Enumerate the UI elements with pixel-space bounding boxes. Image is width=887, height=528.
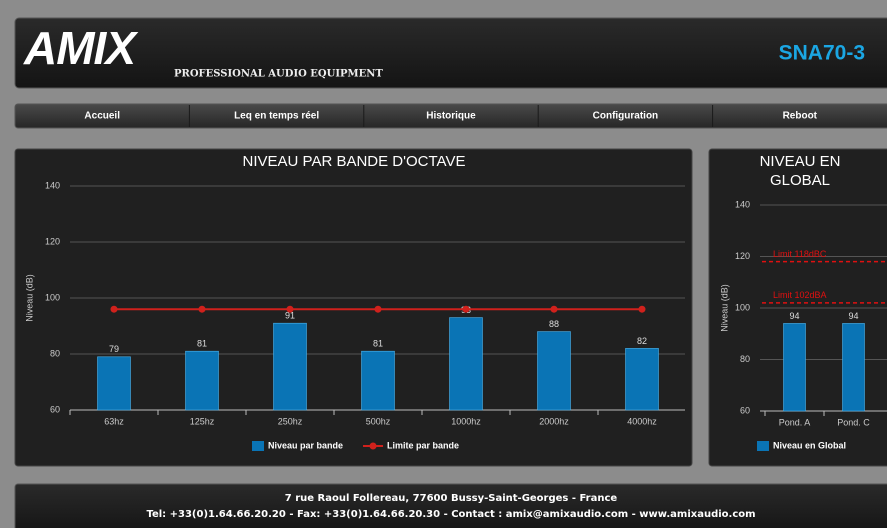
x-tick-label: 250hz <box>278 416 303 426</box>
data-label: 82 <box>637 336 647 346</box>
legend-label: Niveau en Global <box>773 440 846 450</box>
y-tick-label: 120 <box>45 236 60 246</box>
bar <box>783 323 806 412</box>
nav-item: Leq en temps réel <box>234 111 319 122</box>
y-tick-label: 60 <box>50 404 60 414</box>
footer <box>14 483 887 528</box>
bar <box>449 317 483 411</box>
y-axis-label: Niveau (dB) <box>24 274 34 322</box>
y-tick-label: 100 <box>735 302 750 312</box>
x-tick-label: 2000hz <box>539 416 569 426</box>
limit-point <box>374 305 382 313</box>
limit-label: Limit 118dBC <box>773 249 827 259</box>
legend-swatch <box>757 441 769 451</box>
bar <box>537 331 571 411</box>
device-name: SNA70-3 <box>779 42 865 65</box>
y-tick-label: 120 <box>735 251 750 261</box>
footer-line: Tel: +33(0)1.64.66.20.20 - Fax: +33(0)1.… <box>146 509 755 520</box>
legend-swatch <box>252 441 264 451</box>
bar <box>273 322 307 411</box>
x-tick-label: 1000hz <box>451 416 481 426</box>
bar <box>842 323 865 412</box>
logo: AMIX <box>23 22 138 74</box>
nav-bar <box>14 103 887 129</box>
legend-swatch <box>369 442 377 450</box>
data-label: 79 <box>109 344 119 354</box>
limit-point <box>110 305 118 313</box>
tagline: PROFESSIONAL AUDIO EQUIPMENT <box>174 69 383 80</box>
bar <box>625 348 659 411</box>
y-axis-label: Niveau (dB) <box>719 284 729 332</box>
chart-title: NIVEAU PAR BANDE D'OCTAVE <box>243 153 466 170</box>
legend-label: Limite par bande <box>387 440 459 450</box>
data-label: 91 <box>285 311 295 321</box>
chart-title-box: NIVEAU EN GLOBAL <box>759 153 841 189</box>
legend-label: Niveau par bande <box>268 440 343 450</box>
nav-item: Accueil <box>84 111 120 122</box>
x-tick-label: 4000hz <box>627 416 657 426</box>
panel <box>14 148 693 467</box>
x-tick-label: Pond. C <box>837 417 870 427</box>
footer-line: 7 rue Raoul Follereau, 77600 Bussy-Saint… <box>285 493 618 504</box>
bar <box>185 350 219 411</box>
y-tick-label: 140 <box>735 199 750 209</box>
data-label: 94 <box>848 311 858 321</box>
limit-point <box>462 305 470 313</box>
nav-item: Reboot <box>783 111 818 122</box>
y-tick-label: 80 <box>740 354 750 364</box>
bar <box>97 356 131 411</box>
nav-item: Configuration <box>593 111 659 122</box>
nav-item: Historique <box>426 111 476 122</box>
data-label: 88 <box>549 319 559 329</box>
limit-point <box>638 305 646 313</box>
y-tick-label: 100 <box>45 292 60 302</box>
data-label: 94 <box>789 311 799 321</box>
x-tick-label: 125hz <box>190 416 215 426</box>
x-tick-label: 500hz <box>366 416 391 426</box>
x-tick-label: 63hz <box>104 416 124 426</box>
bar <box>361 350 395 411</box>
y-tick-label: 80 <box>50 348 60 358</box>
limit-point <box>286 305 294 313</box>
header <box>14 17 887 89</box>
data-label: 81 <box>373 339 383 349</box>
y-tick-label: 140 <box>45 180 60 190</box>
chart-title: NIVEAU EN GLOBAL <box>759 153 841 189</box>
y-tick-label: 60 <box>740 405 750 415</box>
limit-label: Limit 102dBA <box>773 290 827 300</box>
limit-point <box>198 305 206 313</box>
data-label: 81 <box>197 339 207 349</box>
x-tick-label: Pond. A <box>779 417 811 427</box>
limit-point <box>550 305 558 313</box>
